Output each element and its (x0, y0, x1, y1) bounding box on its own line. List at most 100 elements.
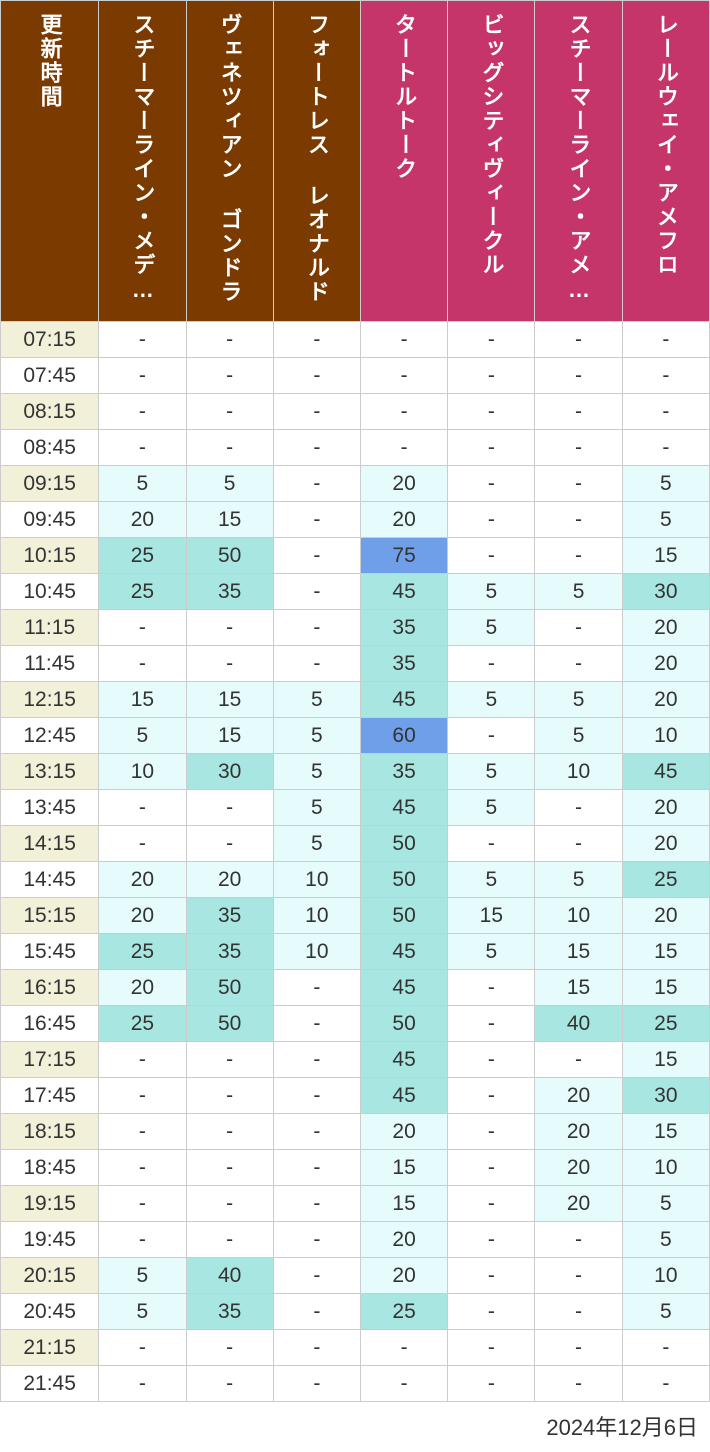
value-cell: 20 (99, 862, 186, 898)
table-row: 09:1555-20--5 (1, 466, 710, 502)
value-cell: - (448, 1330, 535, 1366)
value-cell: 10 (99, 754, 186, 790)
value-cell: 40 (535, 1006, 622, 1042)
table-row: 08:15------- (1, 394, 710, 430)
header-c6: スチーマーライン・アメ… (535, 1, 622, 322)
value-cell: - (273, 1366, 360, 1402)
value-cell: 15 (622, 1042, 709, 1078)
value-cell: - (99, 790, 186, 826)
value-cell: - (448, 718, 535, 754)
time-cell: 16:45 (1, 1006, 99, 1042)
value-cell: - (99, 1114, 186, 1150)
value-cell: 10 (622, 1150, 709, 1186)
value-cell: - (448, 538, 535, 574)
time-cell: 08:15 (1, 394, 99, 430)
value-cell: - (273, 466, 360, 502)
value-cell: 50 (360, 826, 447, 862)
value-cell: - (273, 394, 360, 430)
value-cell: - (273, 1294, 360, 1330)
value-cell: 10 (622, 1258, 709, 1294)
value-cell: 5 (622, 502, 709, 538)
header-time: 更新時間 (1, 1, 99, 322)
value-cell: - (535, 1222, 622, 1258)
value-cell: 35 (186, 934, 273, 970)
value-cell: 5 (448, 790, 535, 826)
value-cell: 15 (186, 682, 273, 718)
value-cell: - (622, 322, 709, 358)
value-cell: - (99, 646, 186, 682)
value-cell: 15 (622, 970, 709, 1006)
header-label: 更新時間 (34, 13, 66, 109)
time-cell: 14:15 (1, 826, 99, 862)
wait-time-table-container: 更新時間スチーマーライン・メデ…ヴェネツィアン ゴンドラフォートレス レオナルド… (0, 0, 710, 1446)
value-cell: - (535, 1258, 622, 1294)
value-cell: - (448, 646, 535, 682)
header-label: ヴェネツィアン ゴンドラ (214, 13, 246, 303)
value-cell: - (448, 1042, 535, 1078)
value-cell: 20 (360, 1258, 447, 1294)
table-row: 12:1515155455520 (1, 682, 710, 718)
value-cell: - (622, 430, 709, 466)
value-cell: 30 (622, 574, 709, 610)
time-cell: 17:45 (1, 1078, 99, 1114)
value-cell: 5 (99, 466, 186, 502)
value-cell: 20 (622, 682, 709, 718)
value-cell: 35 (360, 610, 447, 646)
value-cell: - (448, 1114, 535, 1150)
value-cell: 20 (535, 1150, 622, 1186)
time-cell: 07:15 (1, 322, 99, 358)
value-cell: - (99, 1366, 186, 1402)
value-cell: - (273, 1186, 360, 1222)
value-cell: 5 (273, 718, 360, 754)
value-cell: - (99, 610, 186, 646)
value-cell: - (186, 1078, 273, 1114)
value-cell: - (186, 1186, 273, 1222)
value-cell: - (448, 322, 535, 358)
value-cell: - (535, 538, 622, 574)
value-cell: 15 (186, 718, 273, 754)
value-cell: 25 (99, 1006, 186, 1042)
value-cell: 25 (360, 1294, 447, 1330)
value-cell: - (99, 358, 186, 394)
value-cell: 5 (535, 718, 622, 754)
table-row: 09:452015-20--5 (1, 502, 710, 538)
value-cell: - (273, 502, 360, 538)
value-cell: - (535, 1330, 622, 1366)
table-row: 13:45--5455-20 (1, 790, 710, 826)
value-cell: - (535, 1042, 622, 1078)
time-cell: 10:15 (1, 538, 99, 574)
value-cell: - (186, 826, 273, 862)
value-cell: 5 (448, 610, 535, 646)
value-cell: 20 (360, 1222, 447, 1258)
value-cell: - (448, 1078, 535, 1114)
value-cell: - (273, 646, 360, 682)
value-cell: 10 (273, 862, 360, 898)
value-cell: 15 (622, 934, 709, 970)
header-c7: レールウェイ・アメフロ (622, 1, 709, 322)
time-cell: 16:15 (1, 970, 99, 1006)
value-cell: - (448, 466, 535, 502)
value-cell: 10 (273, 898, 360, 934)
value-cell: - (186, 646, 273, 682)
time-cell: 20:15 (1, 1258, 99, 1294)
value-cell: 50 (360, 1006, 447, 1042)
table-row: 21:45------- (1, 1366, 710, 1402)
value-cell: - (360, 1366, 447, 1402)
value-cell: 20 (622, 790, 709, 826)
value-cell: - (360, 358, 447, 394)
time-cell: 11:45 (1, 646, 99, 682)
value-cell: 35 (360, 754, 447, 790)
value-cell: 5 (448, 682, 535, 718)
time-cell: 17:15 (1, 1042, 99, 1078)
value-cell: - (448, 394, 535, 430)
value-cell: - (186, 610, 273, 646)
value-cell: - (273, 358, 360, 394)
value-cell: - (448, 1186, 535, 1222)
value-cell: 45 (360, 1078, 447, 1114)
value-cell: 20 (99, 970, 186, 1006)
value-cell: 5 (99, 1294, 186, 1330)
value-cell: - (448, 358, 535, 394)
time-cell: 19:15 (1, 1186, 99, 1222)
header-c2: ヴェネツィアン ゴンドラ (186, 1, 273, 322)
value-cell: 5 (273, 790, 360, 826)
